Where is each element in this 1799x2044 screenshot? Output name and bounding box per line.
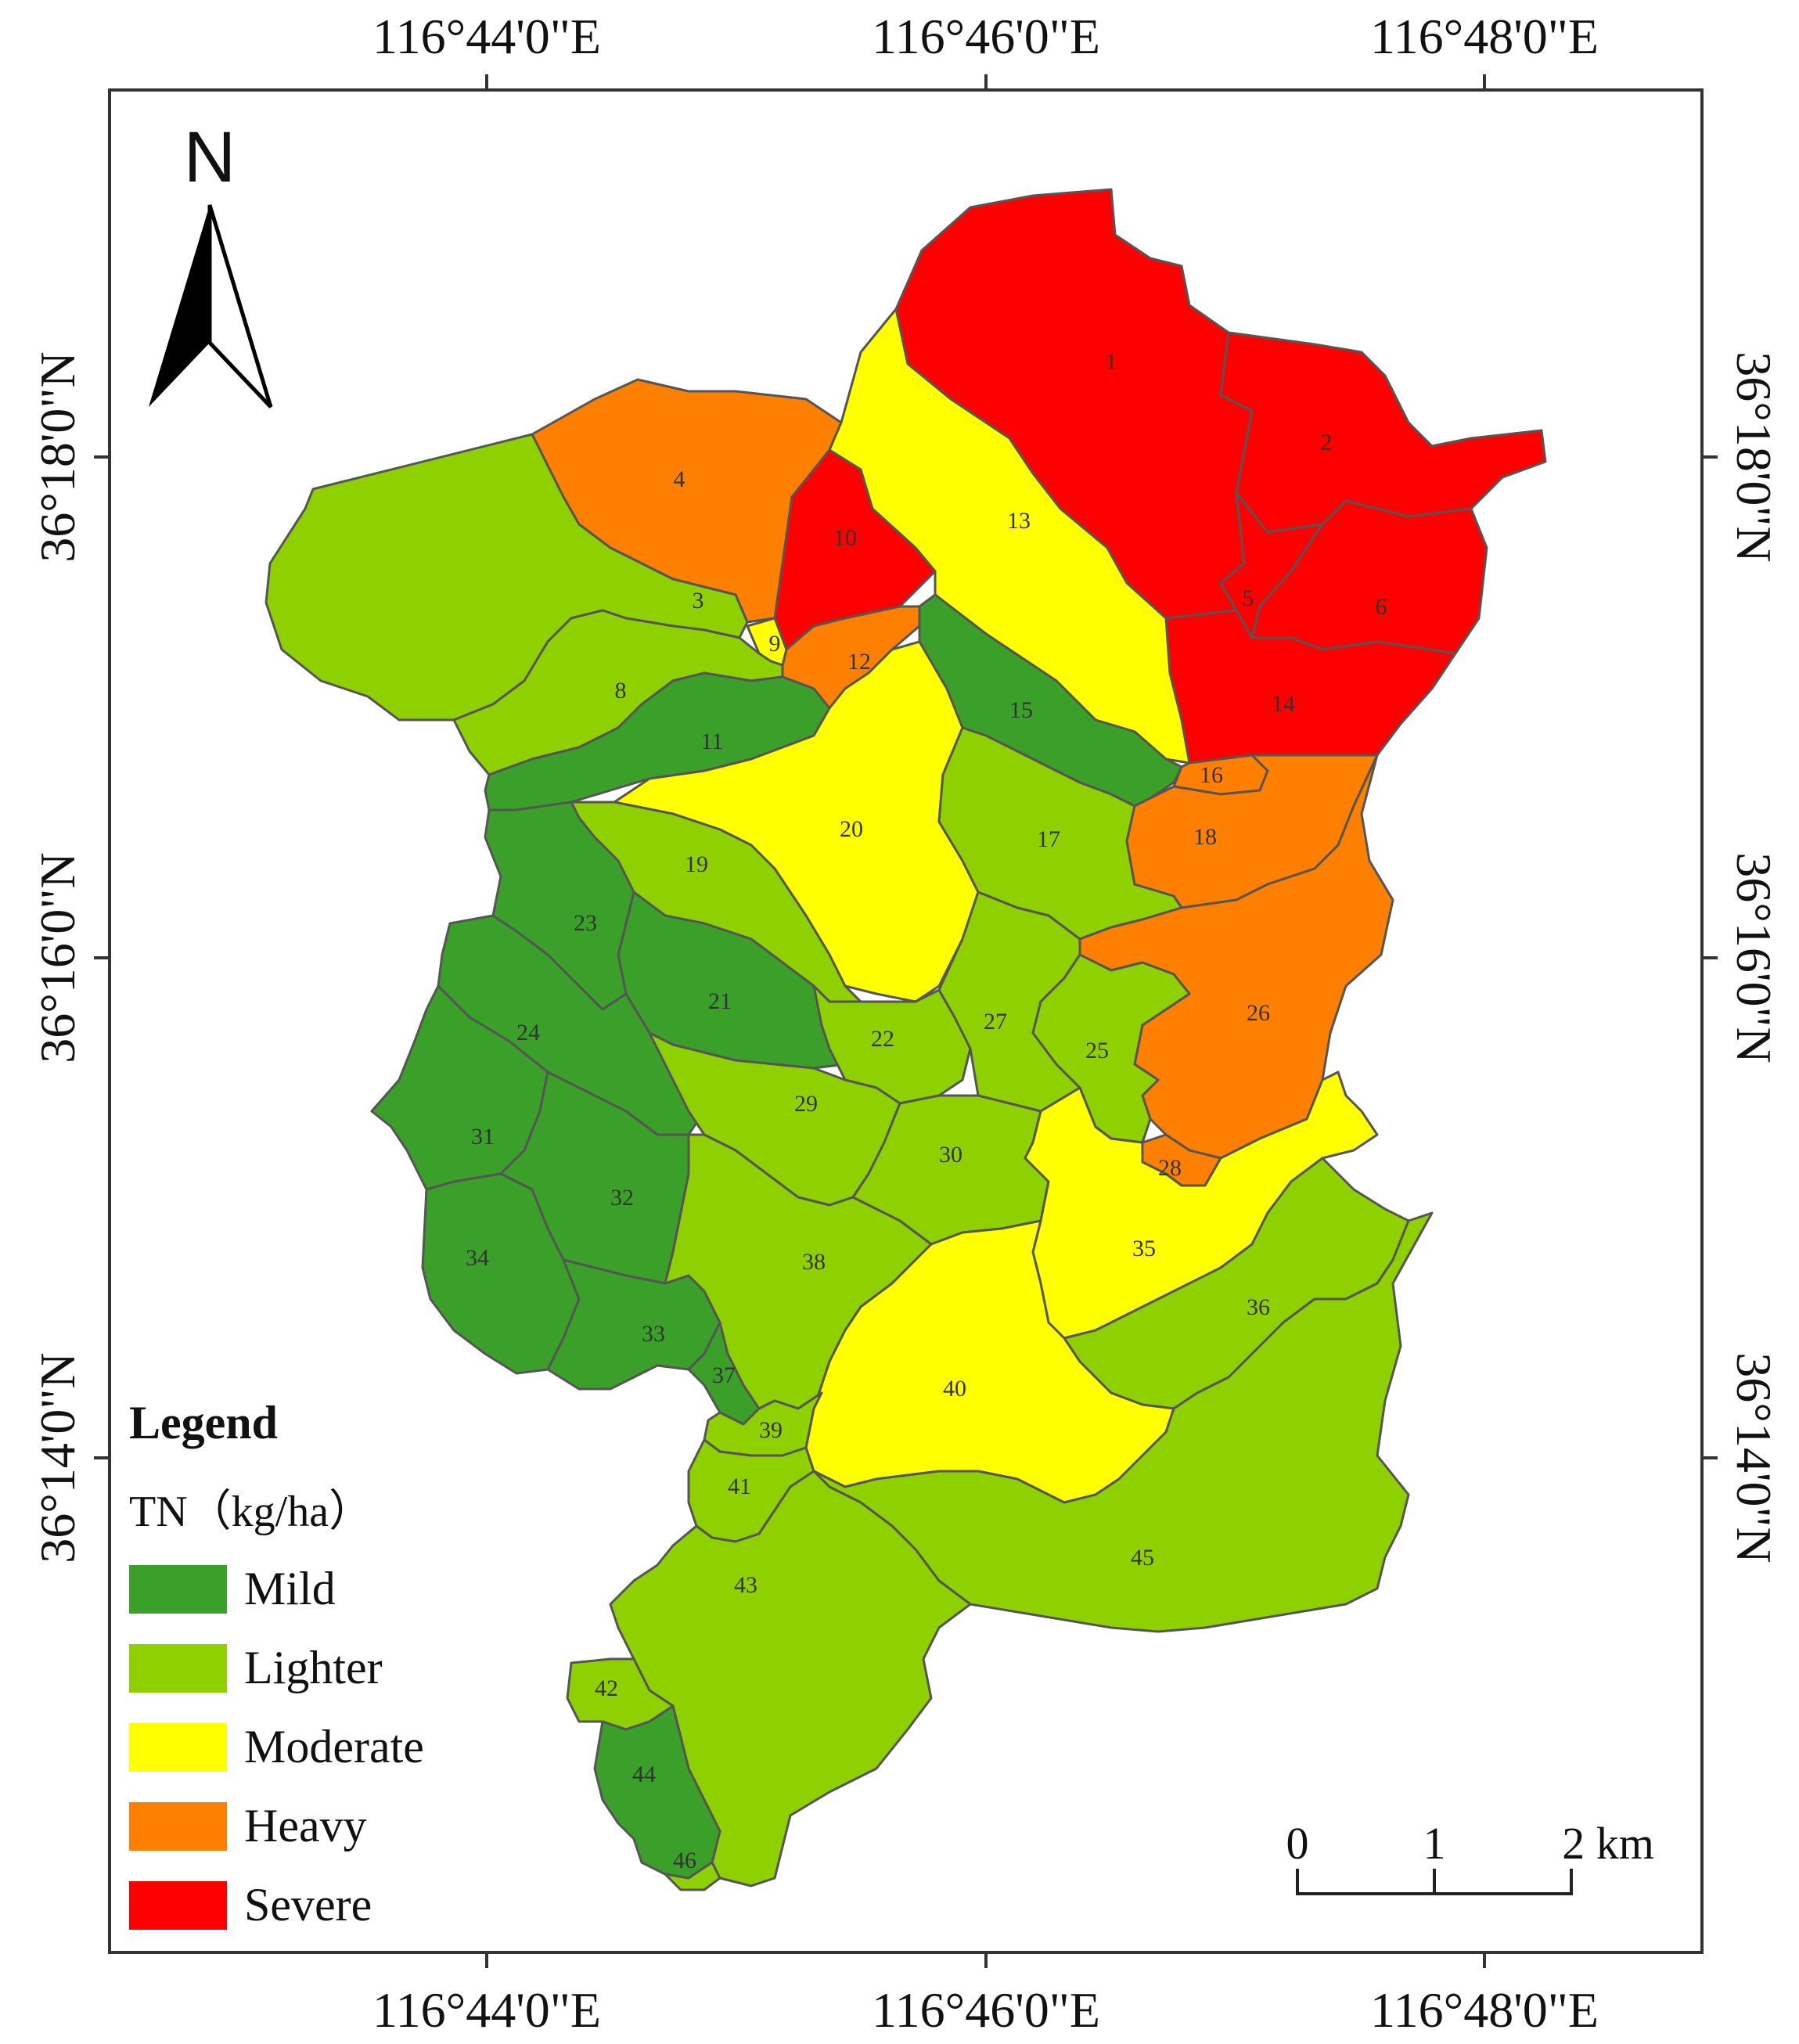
subbasin-label: 10	[833, 525, 857, 551]
legend: Legend TN（kg/ha） Mild Lighter Moderate Heav…	[129, 1397, 424, 1931]
subbasin-label: 22	[871, 1026, 894, 1052]
subbasin-label: 43	[734, 1572, 757, 1598]
subbasin-label: 39	[759, 1417, 783, 1443]
lon-label-bottom-3: 116°48'0"E	[1370, 1982, 1599, 2038]
subbasin-label: 16	[1200, 762, 1223, 788]
subbasin-label: 41	[728, 1474, 751, 1499]
subbasin-label: 32	[610, 1185, 634, 1211]
subbasin-label: 45	[1131, 1545, 1154, 1571]
subbasin-25	[1031, 953, 1191, 1144]
lat-label-left-3: 36°14'0"N	[30, 1352, 85, 1563]
subbasin-label: 27	[984, 1009, 1007, 1035]
subbasin-45	[812, 1211, 1434, 1633]
scale-label-1: 1	[1423, 1818, 1446, 1869]
subbasin-label: 11	[701, 729, 724, 754]
subbasin-label: 3	[693, 588, 704, 614]
north-arrow-outline-icon	[207, 204, 273, 408]
legend-swatch-mild	[129, 1565, 227, 1614]
subbasin-label: 15	[1009, 697, 1033, 723]
subbasin-label: 42	[595, 1675, 618, 1701]
subbasin-label: 40	[943, 1376, 966, 1402]
subbasin-label: 19	[685, 851, 708, 877]
legend-subtitle: TN（kg/ha）	[129, 1488, 372, 1536]
scale-label-0: 0	[1286, 1818, 1309, 1869]
subbasin-label: 14	[1272, 691, 1295, 717]
subbasin-46	[664, 1861, 721, 1891]
subbasin-label: 35	[1132, 1236, 1156, 1261]
subbasin-22	[812, 984, 972, 1105]
lat-label-right-3: 36°14'0"N	[1726, 1352, 1782, 1563]
subbasin-label: 24	[516, 1020, 540, 1045]
lat-label-right-1: 36°18'0"N	[1726, 351, 1782, 562]
subbasin-label: 1	[1106, 349, 1117, 375]
subbasin-label: 26	[1247, 1000, 1270, 1026]
north-arrow: N	[149, 117, 273, 408]
subbasin-label: 38	[802, 1249, 826, 1275]
subbasin-label: 18	[1193, 824, 1217, 850]
legend-label-mild: Mild	[244, 1563, 336, 1614]
subbasin-label: 44	[632, 1762, 656, 1787]
subbasin-label: 25	[1085, 1038, 1109, 1063]
lon-label-bottom-2: 116°46'0"E	[872, 1982, 1100, 2038]
subbasin-label: 37	[712, 1362, 736, 1388]
legend-title: Legend	[129, 1397, 278, 1448]
scale-label-2: 2 km	[1562, 1818, 1654, 1869]
subbasin-label: 29	[794, 1091, 818, 1117]
graticule-ticks	[94, 74, 1718, 1968]
legend-label-moderate: Moderate	[244, 1721, 424, 1772]
legend-label-lighter: Lighter	[244, 1642, 383, 1693]
subbasin-label: 28	[1158, 1155, 1182, 1181]
subbasin-regions	[264, 188, 1547, 1891]
subbasin-label: 9	[769, 631, 781, 657]
lat-label-right-2: 36°16'0"N	[1726, 852, 1782, 1063]
subbasin-label: 46	[673, 1848, 696, 1873]
lon-label-bottom-1: 116°44'0"E	[372, 1982, 601, 2038]
subbasin-label: 4	[674, 466, 685, 492]
subbasin-label: 5	[1243, 585, 1254, 611]
subbasin-label: 8	[615, 678, 627, 704]
subbasin-label: 23	[574, 910, 597, 936]
lat-label-left-1: 36°18'0"N	[30, 351, 85, 562]
subbasin-label: 30	[939, 1142, 962, 1168]
lat-label-left-2: 36°16'0"N	[30, 852, 85, 1063]
subbasin-labels: 1 2 3 4 5 6 8 9 10 11 12 13 14 15 16 17 …	[466, 349, 1387, 1873]
subbasin-label: 12	[847, 649, 871, 675]
subbasin-label: 34	[466, 1245, 489, 1271]
subbasin-label: 31	[471, 1124, 495, 1150]
subbasin-label: 2	[1321, 430, 1333, 455]
legend-swatch-heavy	[129, 1802, 227, 1851]
subbasin-label: 36	[1247, 1294, 1270, 1320]
subbasin-label: 20	[840, 816, 863, 842]
subbasin-label: 33	[642, 1321, 665, 1347]
legend-label-severe: Severe	[244, 1879, 372, 1931]
subbasin-20	[613, 640, 980, 1003]
subbasin-label: 17	[1037, 826, 1060, 852]
subbasin-label: 13	[1007, 508, 1031, 534]
legend-swatch-severe	[129, 1881, 227, 1930]
subbasin-label: 6	[1376, 594, 1387, 620]
subbasin-label: 21	[708, 988, 732, 1014]
legend-swatch-lighter	[129, 1644, 227, 1693]
legend-swatch-moderate	[129, 1723, 227, 1772]
lon-label-top-2: 116°46'0"E	[872, 9, 1100, 64]
lon-label-top-1: 116°44'0"E	[372, 9, 601, 64]
lon-label-top-3: 116°48'0"E	[1370, 9, 1599, 64]
north-label: N	[184, 117, 236, 197]
scale-bar: 0 1 2 km	[1286, 1818, 1654, 1895]
legend-label-heavy: Heavy	[244, 1800, 367, 1851]
north-arrow-icon	[149, 205, 210, 407]
